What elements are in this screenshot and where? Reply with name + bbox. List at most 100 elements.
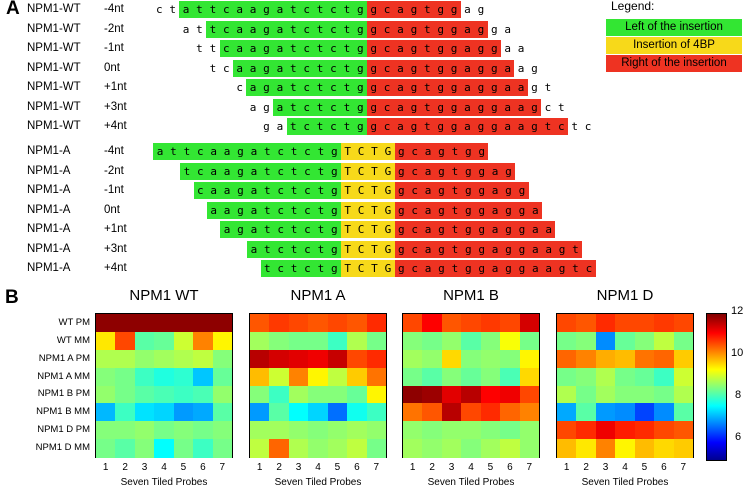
base-post: g bbox=[490, 22, 498, 36]
x-tick-label: 1 bbox=[563, 462, 570, 473]
heatmap-cell bbox=[173, 421, 194, 440]
base-right: a bbox=[460, 98, 475, 116]
base-ins: G bbox=[381, 143, 395, 160]
x-axis-label: Seven Tiled Probes bbox=[427, 477, 515, 488]
heatmap-cell bbox=[173, 385, 194, 404]
x-tick-label: 2 bbox=[429, 462, 435, 473]
base-right: a bbox=[514, 98, 528, 116]
heatmap-cell bbox=[615, 349, 636, 369]
heatmap-cell bbox=[327, 314, 348, 333]
base-left: t bbox=[314, 201, 328, 219]
row-label: NPM1-WT bbox=[27, 22, 81, 35]
base-pre: t bbox=[169, 3, 176, 16]
base-right: a bbox=[541, 221, 556, 238]
base-right: g bbox=[394, 201, 408, 219]
base-ins: T bbox=[340, 260, 355, 277]
base-left: a bbox=[206, 182, 221, 199]
base-left: a bbox=[206, 162, 221, 180]
base-left: g bbox=[327, 162, 341, 180]
base-right: a bbox=[541, 240, 556, 258]
base-left: a bbox=[247, 221, 261, 238]
panel-a-letter: A bbox=[6, 0, 20, 19]
base-left: t bbox=[287, 260, 301, 277]
base-left: t bbox=[287, 201, 301, 219]
base-right: g bbox=[394, 143, 408, 160]
heatmap-cell bbox=[519, 314, 540, 333]
heatmap-cell bbox=[403, 349, 423, 369]
heatmap-cell bbox=[595, 331, 616, 351]
heatmap-cell bbox=[115, 421, 136, 440]
heatmap-cell bbox=[403, 403, 423, 422]
base-left: c bbox=[326, 79, 341, 96]
base-post: t bbox=[571, 120, 578, 133]
base-left: c bbox=[273, 240, 288, 258]
base-right: g bbox=[447, 20, 461, 38]
base-left: t bbox=[260, 162, 274, 180]
x-tick-label: 3 bbox=[141, 462, 148, 473]
row-offset: -4nt bbox=[104, 3, 124, 15]
base-pre: a bbox=[249, 100, 257, 114]
base-ins: C bbox=[354, 221, 368, 238]
x-tick-label: 7 bbox=[373, 462, 380, 473]
heatmap-cell bbox=[422, 385, 443, 404]
base-ins: T bbox=[367, 162, 382, 180]
heatmap-cell bbox=[673, 367, 694, 386]
heatmap-cell bbox=[173, 314, 194, 333]
base-pre: a bbox=[276, 120, 284, 133]
base-left: t bbox=[286, 79, 300, 96]
base-right: g bbox=[407, 20, 421, 38]
x-tick-label: 4 bbox=[622, 462, 628, 473]
base-left: g bbox=[233, 201, 248, 219]
heatmap-cell bbox=[366, 421, 387, 440]
base-right: t bbox=[448, 221, 462, 238]
base-right: a bbox=[488, 240, 502, 258]
heatmap-cell bbox=[347, 403, 368, 422]
heatmap-cell bbox=[154, 439, 175, 458]
base-left: t bbox=[260, 201, 274, 219]
base-right: g bbox=[394, 240, 408, 258]
base-right: a bbox=[500, 118, 515, 135]
base-right: a bbox=[528, 260, 542, 277]
base-pre: a bbox=[182, 22, 190, 36]
base-left: a bbox=[247, 143, 261, 160]
heatmap-cell bbox=[366, 403, 387, 422]
base-right: g bbox=[434, 240, 449, 258]
heatmap-cell bbox=[269, 349, 290, 369]
base-right: g bbox=[407, 98, 421, 116]
base-left: t bbox=[314, 162, 328, 180]
base-left: t bbox=[287, 143, 301, 160]
base-left: a bbox=[273, 40, 287, 57]
base-right: a bbox=[488, 201, 502, 219]
base-right: g bbox=[461, 143, 475, 160]
heatmap-cell bbox=[115, 349, 136, 369]
base-left: c bbox=[299, 98, 314, 116]
base-pre: t bbox=[196, 22, 203, 36]
heatmap-cell bbox=[441, 331, 462, 351]
base-left: c bbox=[273, 182, 288, 199]
base-left: c bbox=[193, 182, 207, 199]
base-left: c bbox=[326, 20, 341, 38]
heatmap-cell bbox=[595, 367, 616, 386]
row-offset: -2nt bbox=[104, 164, 124, 177]
base-right: g bbox=[474, 40, 488, 57]
base-right: t bbox=[448, 143, 462, 160]
heatmap-cell bbox=[212, 367, 233, 386]
base-post: a bbox=[517, 61, 525, 75]
base-left: c bbox=[193, 162, 207, 180]
base-right: g bbox=[474, 143, 489, 160]
row-offset: +3nt bbox=[104, 242, 127, 255]
base-left: g bbox=[353, 98, 367, 116]
base-pre: t bbox=[209, 61, 217, 75]
base-right: g bbox=[501, 162, 516, 180]
heatmap-cell bbox=[654, 349, 675, 369]
heatmap-title: NPM1 B bbox=[443, 287, 499, 304]
row-offset: +4nt bbox=[104, 120, 127, 132]
base-post: g bbox=[477, 3, 485, 16]
heatmap-cell bbox=[557, 421, 577, 440]
heatmap-cell bbox=[212, 331, 233, 351]
base-left: t bbox=[314, 182, 328, 199]
base-right: g bbox=[461, 162, 475, 180]
base-left: c bbox=[299, 1, 314, 18]
heatmap-cell bbox=[193, 421, 214, 440]
base-left: t bbox=[314, 240, 328, 258]
